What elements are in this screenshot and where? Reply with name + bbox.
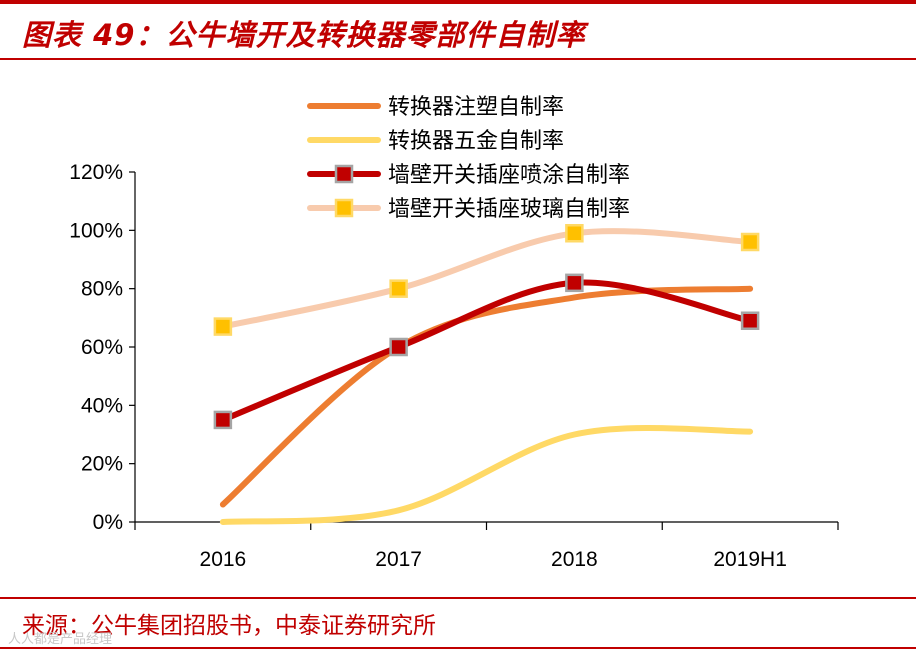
series-3-marker-2016 bbox=[213, 410, 233, 430]
series-4-marker-2017 bbox=[389, 279, 408, 298]
y-tick-label-1: 20% bbox=[81, 453, 123, 476]
series-4-marker-2019h1 bbox=[740, 232, 760, 252]
y-tick-label-0: 0% bbox=[93, 511, 123, 534]
series-3-marker-2019h1 bbox=[740, 311, 760, 330]
series-line-2 bbox=[219, 424, 754, 525]
series-lines bbox=[219, 228, 754, 525]
y-tick-label-3: 60% bbox=[81, 336, 123, 359]
legend-label-3: 墙壁开关插座喷涂自制率 bbox=[388, 163, 630, 188]
x-tick-label-2018: 2018 bbox=[551, 548, 598, 571]
source-note: 来源：公牛集团招股书，中泰证券研究所 bbox=[22, 613, 436, 639]
series-3-marker-2017 bbox=[389, 337, 408, 357]
figure-title: 图表 49：公牛墙开及转换器零部件自制率 bbox=[22, 18, 586, 52]
title-rule bbox=[0, 58, 916, 60]
top-rule bbox=[0, 0, 916, 4]
legend-label-1: 转换器注塑自制率 bbox=[388, 95, 564, 120]
series-line-4 bbox=[219, 228, 754, 330]
series-markers bbox=[213, 224, 760, 430]
legend-marker-3 bbox=[334, 164, 354, 184]
series-3-marker-2018 bbox=[565, 273, 584, 293]
y-tick-label-5: 100% bbox=[69, 219, 123, 242]
y-tick-label-2: 40% bbox=[81, 394, 123, 417]
series-line-3 bbox=[219, 279, 754, 423]
x-tick-label-2017: 2017 bbox=[375, 548, 422, 571]
source-rule bbox=[0, 597, 916, 599]
series-4-marker-2016 bbox=[213, 317, 233, 336]
legend-marker-4 bbox=[334, 198, 354, 218]
y-tick-label-6: 120% bbox=[69, 161, 123, 184]
legend-label-4: 墙壁开关插座玻璃自制率 bbox=[388, 197, 630, 222]
watermark: 人人都是产品经理 bbox=[8, 632, 113, 647]
bottom-rule bbox=[0, 647, 916, 649]
series-4-marker-2018 bbox=[565, 224, 584, 243]
y-tick-label-4: 80% bbox=[81, 278, 123, 301]
y-axis: 0% 20% 40% 60% 80% 100% 120% bbox=[69, 161, 136, 534]
legend-label-2: 转换器五金自制率 bbox=[388, 129, 564, 154]
x-tick-label-2019h1: 2019H1 bbox=[713, 548, 787, 571]
x-tick-label-2016: 2016 bbox=[200, 548, 247, 571]
x-axis: 2016 2017 2018 2019H1 bbox=[134, 521, 839, 571]
